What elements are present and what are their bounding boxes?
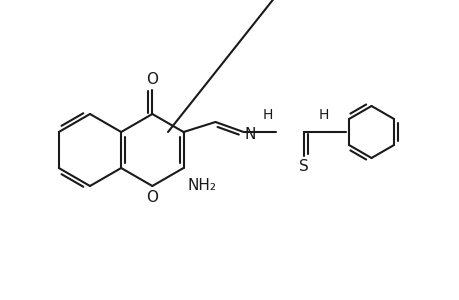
Text: S: S: [298, 159, 308, 174]
Text: O: O: [146, 190, 158, 205]
Text: H: H: [318, 108, 328, 122]
Text: O: O: [146, 72, 158, 87]
Text: N: N: [244, 127, 255, 142]
Text: NH₂: NH₂: [187, 178, 216, 193]
Text: H: H: [262, 108, 272, 122]
